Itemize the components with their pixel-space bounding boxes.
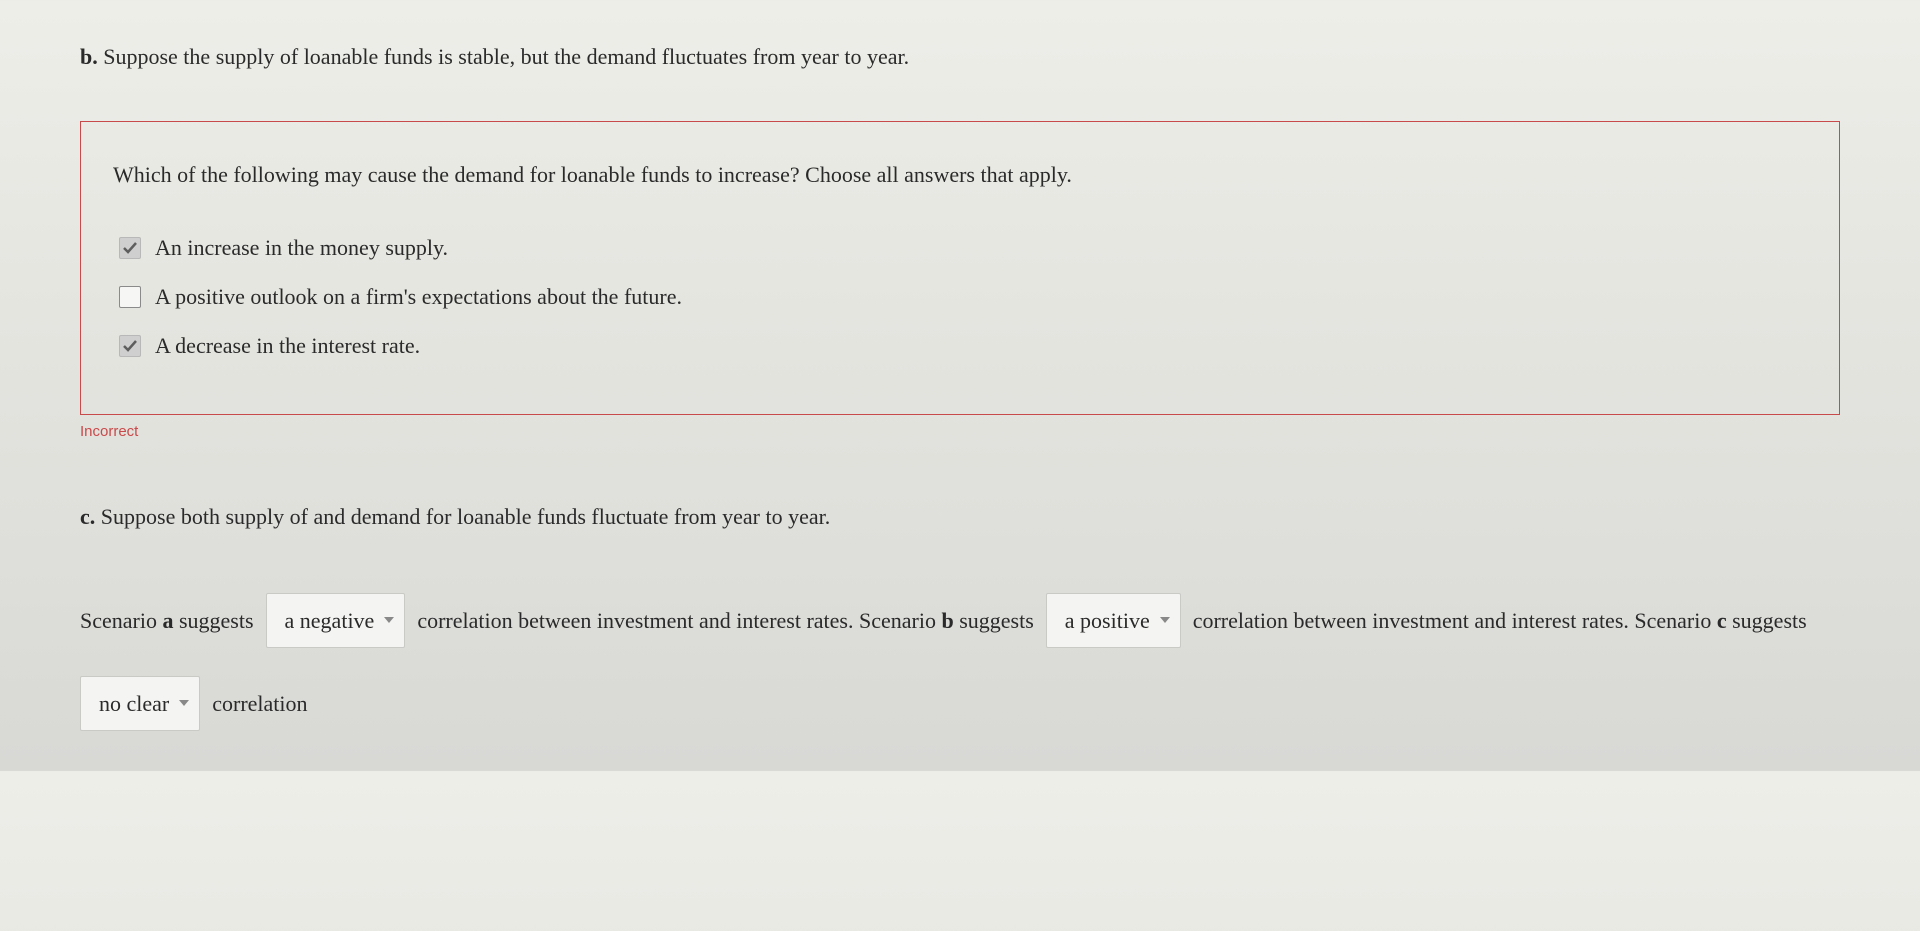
chevron-down-icon [384, 617, 394, 623]
chevron-down-icon [179, 700, 189, 706]
check-icon [122, 240, 138, 256]
seg1-bold: a [162, 608, 173, 633]
option-row-2[interactable]: A positive outlook on a firm's expectati… [113, 280, 1807, 313]
seg2-bold: b [941, 608, 953, 633]
seg3-bold: c [1717, 608, 1727, 633]
scenario-sentence: Scenario a suggests a negative correlati… [80, 593, 1840, 731]
part-b-label: b. [80, 44, 98, 69]
dropdown-scenario-c[interactable]: no clear [80, 676, 200, 731]
part-b-intro: b. Suppose the supply of loanable funds … [80, 40, 1840, 73]
option-3-label: A decrease in the interest rate. [155, 329, 420, 362]
part-c-intro: c. Suppose both supply of and demand for… [80, 500, 1840, 533]
option-1-label: An increase in the money supply. [155, 231, 448, 264]
seg1-pre: Scenario [80, 608, 162, 633]
check-icon [122, 338, 138, 354]
question-prompt: Which of the following may cause the dem… [113, 158, 1807, 191]
dropdown-b-value: a positive [1065, 604, 1150, 637]
checkbox-3[interactable] [119, 335, 141, 357]
seg3: correlation between investment and inter… [1193, 608, 1717, 633]
part-b-intro-text: Suppose the supply of loanable funds is … [103, 44, 909, 69]
seg1-post: suggests [173, 608, 253, 633]
dropdown-scenario-b[interactable]: a positive [1046, 593, 1181, 648]
answer-box: Which of the following may cause the dem… [80, 121, 1840, 415]
option-row-3[interactable]: A decrease in the interest rate. [113, 329, 1807, 362]
dropdown-c-value: no clear [99, 687, 169, 720]
seg2: correlation between investment and inter… [417, 608, 941, 633]
dropdown-scenario-a[interactable]: a negative [266, 593, 406, 648]
feedback-label: Incorrect [80, 421, 1840, 444]
seg2-post: suggests [954, 608, 1034, 633]
scenario-text-3: correlation between investment and inter… [1193, 604, 1807, 637]
part-c-label: c. [80, 504, 95, 529]
seg3-post: suggests [1727, 608, 1807, 633]
option-row-1[interactable]: An increase in the money supply. [113, 231, 1807, 264]
part-c-intro-text: Suppose both supply of and demand for lo… [101, 504, 830, 529]
scenario-text: Scenario a suggests [80, 604, 254, 637]
checkbox-1[interactable] [119, 237, 141, 259]
checkbox-2[interactable] [119, 286, 141, 308]
option-2-label: A positive outlook on a firm's expectati… [155, 280, 682, 313]
seg4: correlation [212, 687, 307, 720]
dropdown-a-value: a negative [285, 604, 375, 637]
scenario-text-2: correlation between investment and inter… [417, 604, 1033, 637]
chevron-down-icon [1160, 617, 1170, 623]
